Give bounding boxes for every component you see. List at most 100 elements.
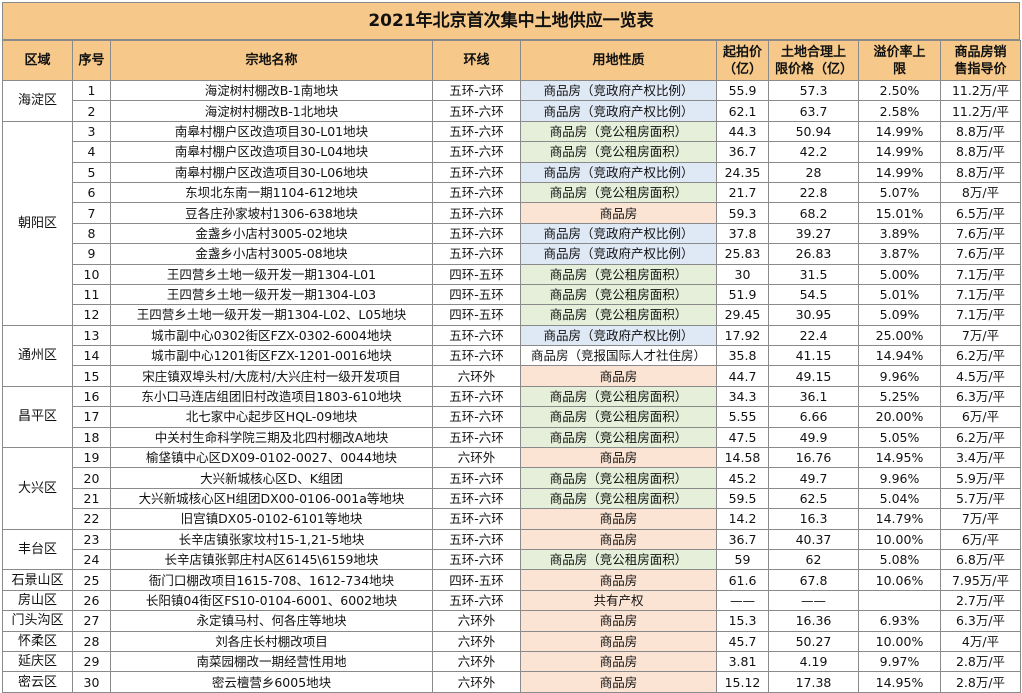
premium-cell: 2.58% [858, 100, 941, 122]
seq-cell: 8 [72, 222, 111, 245]
nature-cell: 商品房（竞公租房面积） [520, 426, 717, 449]
header-name: 宗地名称 [110, 40, 433, 81]
premium-cell: 14.99% [858, 161, 941, 183]
cap-price-cell: 17.38 [768, 671, 859, 693]
cap-price-cell: 22.8 [768, 181, 859, 204]
premium-cell: 9.96% [858, 365, 941, 387]
seq-cell: 19 [72, 447, 111, 469]
premium-cell: 10.00% [858, 630, 941, 652]
nature-cell: 商品房 [520, 528, 717, 550]
guide-price-cell: 6.2万/平 [940, 426, 1021, 449]
ring-cell: 四环-五环 [432, 304, 521, 326]
table-row: 延庆区 29 南菜园棚改一期经营性用地 六环外 商品房 3.81 4.19 9.97% 2.8万… [2, 650, 1021, 673]
start-price-cell: 15.3 [716, 610, 769, 632]
ring-cell: 五环-六环 [432, 528, 521, 550]
parcel-name-cell: 南菜园棚改一期经营性用地 [110, 650, 433, 673]
parcel-name-cell: 长阳镇04街区FS10-0104-6001、6002地块 [110, 589, 433, 612]
table-row: 8 金盏乡小店村3005-02地块 五环-六环 商品房（竞政府产权比例） 37.8 39.… [3, 222, 1021, 245]
nature-cell: 商品房（竞公租房面积） [520, 304, 717, 326]
table-row: 通州区 13 城市副中心0302街区FZX-0302-6004地块 五环-六环 商品房（… [2, 324, 1021, 387]
cap-price-cell: 30.95 [768, 304, 859, 326]
ring-cell: 六环外 [432, 447, 521, 469]
ring-cell: 六环外 [432, 650, 521, 673]
premium-cell: 5.08% [858, 548, 941, 571]
parcel-name-cell: 海淀树村棚改B-1南地块 [110, 79, 433, 102]
seq-cell: 15 [72, 365, 111, 387]
start-price-cell: 59 [716, 548, 769, 571]
cap-price-cell: 22.4 [768, 324, 859, 347]
parcel-name-cell: 王四营乡土地一级开发一期1304-L02、L05地块 [110, 304, 433, 326]
seq-cell: 14 [72, 345, 111, 367]
seq-cell: 21 [72, 487, 111, 510]
nature-cell: 商品房 [520, 630, 717, 652]
premium-cell: 5.25% [858, 385, 941, 408]
table-row: 朝阳区 3 南皋村棚户区改造项目30-L01地块 五环-六环 商品房（竞公租房面积） 44… [2, 120, 1021, 326]
parcel-name-cell: 中关村生命科学院三期及北四村棚改A地块 [110, 426, 433, 449]
seq-cell: 30 [72, 671, 111, 693]
seq-cell: 26 [72, 589, 111, 612]
guide-price-cell: 5.9万/平 [940, 467, 1021, 489]
premium-cell: 14.95% [858, 671, 941, 693]
cap-price-cell: 49.9 [768, 426, 859, 449]
start-price-cell: 61.6 [716, 569, 769, 591]
start-price-cell: 44.3 [716, 120, 769, 143]
nature-cell: 商品房（竞政府产权比例） [520, 79, 717, 102]
nature-cell: 商品房 [520, 569, 717, 591]
nature-cell: 商品房 [520, 650, 717, 673]
nature-cell: 商品房 [520, 610, 717, 632]
seq-cell: 11 [72, 283, 111, 306]
premium-cell: 14.79% [858, 508, 941, 530]
start-price-cell: 59.5 [716, 487, 769, 510]
parcel-name-cell: 金盏乡小店村3005-08地块 [110, 243, 433, 265]
nature-cell: 商品房（竞报国际人才社住房） [520, 345, 717, 367]
parcel-name-cell: 城市副中心0302街区FZX-0302-6004地块 [110, 324, 433, 347]
ring-cell: 四环-五环 [432, 263, 521, 285]
premium-cell [858, 589, 941, 612]
guide-price-cell: 8.8万/平 [940, 161, 1021, 183]
start-price-cell: 5.55 [716, 406, 769, 428]
table-row: 海淀区 1 海淀树村棚改B-1南地块 五环-六环 商品房（竞政府产权比例） 55.9 57.… [2, 79, 1021, 122]
parcel-name-cell: 宋庄镇双埠头村/大庞村/大兴庄村一级开发项目 [110, 365, 433, 387]
header-ring: 环线 [432, 40, 521, 81]
parcel-name-cell: 榆垡镇中心区DX09-0102-0027、0044地块 [110, 447, 433, 469]
cap-price-cell: 4.19 [768, 650, 859, 673]
parcel-name-cell: 衙门口棚改项目1615-708、1612-734地块 [110, 569, 433, 591]
header-start-price: 起拍价（亿） [716, 40, 769, 81]
premium-cell: 10.06% [858, 569, 941, 591]
table-row: 丰台区 23 长辛店镇张家坟村15-1,21-5地块 五环-六环 商品房 36.7 40.3… [2, 528, 1021, 571]
start-price-cell: 14.2 [716, 508, 769, 530]
seq-cell: 18 [72, 426, 111, 449]
nature-cell: 商品房（竞公租房面积） [520, 406, 717, 428]
cap-price-cell: 67.8 [768, 569, 859, 591]
table-row: 15 宋庄镇双埠头村/大庞村/大兴庄村一级开发项目 六环外 商品房 44.7 49.15 9… [3, 365, 1021, 387]
parcel-name-cell: 南皋村棚户区改造项目30-L04地块 [110, 141, 433, 163]
parcel-name-cell: 东小口马连店组团旧村改造项目1803-610地块 [110, 385, 433, 408]
ring-cell: 六环外 [432, 365, 521, 387]
nature-cell: 商品房（竞政府产权比例） [520, 222, 717, 245]
start-price-cell: 15.12 [716, 671, 769, 693]
premium-cell: 5.01% [858, 283, 941, 306]
ring-cell: 五环-六环 [432, 406, 521, 428]
district-cell: 房山区 [2, 589, 73, 612]
header-district: 区域 [2, 40, 73, 81]
district-cell: 密云区 [2, 671, 73, 693]
cap-price-cell: 49.7 [768, 467, 859, 489]
parcel-name-cell: 长辛店镇张郭庄村A区6145\6159地块 [110, 548, 433, 571]
parcel-name-cell: 海淀树村棚改B-1北地块 [110, 100, 433, 122]
nature-cell: 商品房 [520, 365, 717, 387]
sheet-title: 2021年北京首次集中土地供应一览表 [2, 2, 1020, 40]
premium-cell: 9.97% [858, 650, 941, 673]
cap-price-cell: 62.5 [768, 487, 859, 510]
seq-cell: 22 [72, 508, 111, 530]
cap-price-cell: 26.83 [768, 243, 859, 265]
cap-price-cell: 16.3 [768, 508, 859, 530]
table-row: 18 中关村生命科学院三期及北四村棚改A地块 五环-六环 商品房（竞公租房面积） 47.… [3, 426, 1021, 449]
seq-cell: 12 [72, 304, 111, 326]
start-price-cell: 45.7 [716, 630, 769, 652]
cap-price-cell: 36.1 [768, 385, 859, 408]
ring-cell: 五环-六环 [432, 426, 521, 449]
district-cell: 延庆区 [2, 650, 73, 673]
ring-cell: 五环-六环 [432, 141, 521, 163]
premium-cell: 5.05% [858, 426, 941, 449]
guide-price-cell: 6.3万/平 [940, 610, 1021, 632]
